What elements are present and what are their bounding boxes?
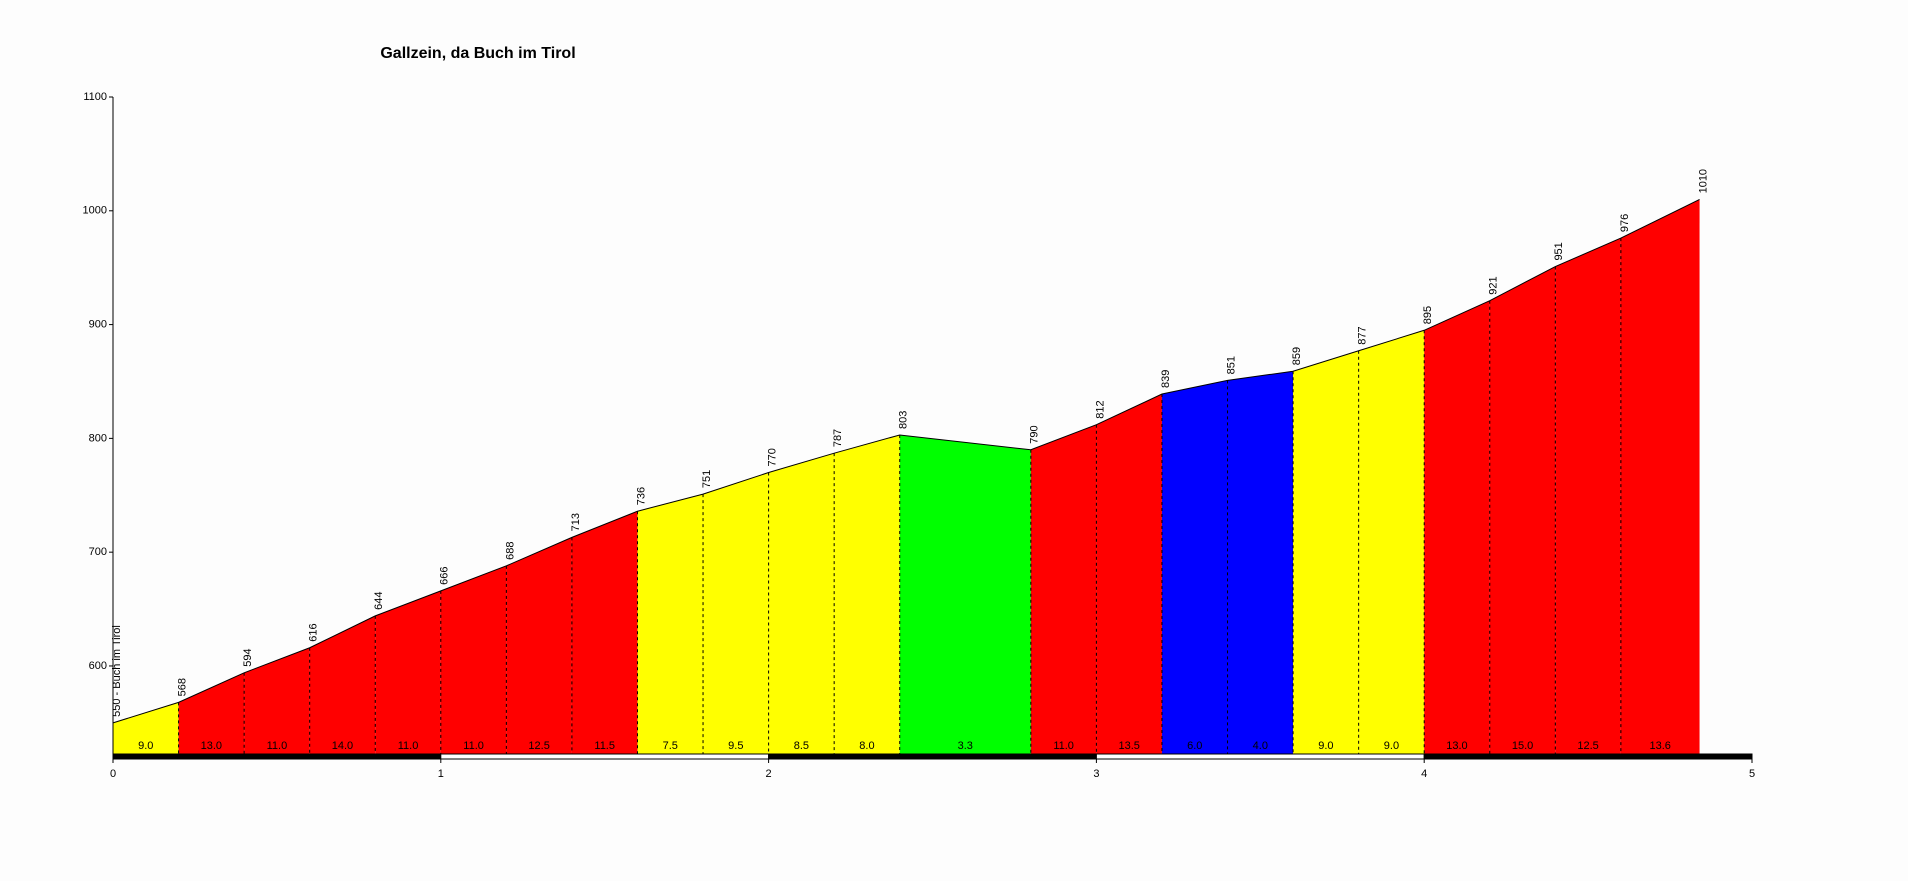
x-tick-label: 3 xyxy=(1093,768,1099,780)
y-tick-label: 900 xyxy=(89,318,107,330)
elevation-label: 736 xyxy=(635,487,647,505)
elevation-label: 666 xyxy=(439,567,451,585)
gradient-label: 9.5 xyxy=(728,740,743,752)
gradient-segment xyxy=(1555,238,1621,757)
gradient-label: 11.0 xyxy=(267,740,288,752)
gradient-label: 14.0 xyxy=(332,740,353,752)
x-tick-label: 4 xyxy=(1421,768,1427,780)
gradient-segment xyxy=(768,453,835,757)
y-tick-label: 700 xyxy=(89,546,107,558)
x-tick-label: 1 xyxy=(438,768,444,780)
gradient-label: 13.0 xyxy=(201,740,222,752)
gradient-segment xyxy=(1227,371,1294,757)
distance-bar xyxy=(768,753,1097,760)
distance-bar xyxy=(112,753,442,760)
y-tick-label: 1000 xyxy=(83,205,107,217)
gradient-segment xyxy=(440,565,507,757)
x-tick-label: 5 xyxy=(1749,768,1755,780)
gradient-segment xyxy=(703,472,769,757)
gradient-segment xyxy=(1620,199,1700,757)
gradient-label: 11.0 xyxy=(1053,740,1074,752)
distance-bar xyxy=(1423,753,1753,760)
gradient-segment xyxy=(506,537,572,757)
elevation-label: 803 xyxy=(898,411,910,429)
gradient-label: 3.3 xyxy=(958,740,973,752)
elevation-label: 644 xyxy=(373,592,385,610)
x-tick-label: 0 xyxy=(110,768,116,780)
elevation-label: 895 xyxy=(1422,306,1434,324)
gradient-segment xyxy=(309,615,376,757)
elevation-label: 790 xyxy=(1029,425,1041,443)
gradient-segment xyxy=(834,434,900,757)
gradient-segment xyxy=(1293,350,1359,757)
gradient-segment xyxy=(1030,424,1097,757)
profile-line xyxy=(112,198,1700,724)
elevation-label: 770 xyxy=(767,448,779,466)
elevation-label: 568 xyxy=(176,678,188,696)
distance-bar xyxy=(440,753,770,760)
elevation-label: 951 xyxy=(1553,242,1565,260)
gradient-label: 12.5 xyxy=(528,740,549,752)
elevation-label: 787 xyxy=(832,429,844,447)
gradient-segment xyxy=(178,672,245,757)
elevation-label: 877 xyxy=(1357,326,1369,344)
elevation-label: 1010 xyxy=(1697,169,1709,193)
gradient-label: 9.0 xyxy=(1318,740,1333,752)
gradient-label: 11.5 xyxy=(594,740,615,752)
elevation-label: 851 xyxy=(1225,356,1237,374)
gradient-segment xyxy=(571,511,638,757)
elevation-label: 751 xyxy=(701,470,713,488)
gradient-label: 7.5 xyxy=(663,740,678,752)
gradient-label: 9.0 xyxy=(1384,740,1399,752)
gradient-segment xyxy=(1424,300,1490,757)
gradient-label: 13.6 xyxy=(1650,740,1671,752)
distance-bar xyxy=(1095,753,1425,760)
gradient-segment xyxy=(899,434,1031,757)
gradient-label: 13.5 xyxy=(1118,740,1139,752)
elevation-label: 616 xyxy=(308,623,320,641)
elevation-label: 550 - Buch im Tirol xyxy=(111,625,123,717)
gradient-label: 15.0 xyxy=(1512,740,1533,752)
elevation-label: 976 xyxy=(1619,214,1631,232)
gradient-label: 11.0 xyxy=(463,740,484,752)
elevation-label: 594 xyxy=(242,648,254,666)
gradient-segment xyxy=(1096,394,1162,757)
gradient-segment xyxy=(637,494,704,757)
gradient-label: 11.0 xyxy=(398,740,419,752)
gradient-segment xyxy=(244,647,310,757)
x-tick-label: 2 xyxy=(766,768,772,780)
gradient-label: 9.0 xyxy=(138,740,153,752)
gradient-label: 8.0 xyxy=(859,740,874,752)
y-tick-label: 600 xyxy=(89,660,107,672)
elevation-label: 713 xyxy=(570,513,582,531)
y-tick-label: 1100 xyxy=(83,91,107,103)
gradient-label: 12.5 xyxy=(1577,740,1598,752)
elevation-label: 839 xyxy=(1160,370,1172,388)
gradient-segment xyxy=(113,702,179,757)
chart-title: Gallzein, da Buch im Tirol xyxy=(380,45,575,62)
gradient-segment xyxy=(1489,266,1556,757)
gradient-segment xyxy=(1161,380,1228,757)
y-tick-label: 800 xyxy=(89,432,107,444)
gradient-label: 4.0 xyxy=(1253,740,1268,752)
elevation-label: 859 xyxy=(1291,347,1303,365)
elevation-label: 921 xyxy=(1488,276,1500,294)
gradient-label: 6.0 xyxy=(1187,740,1202,752)
gradient-label: 8.5 xyxy=(794,740,809,752)
gradient-segment xyxy=(1358,330,1425,757)
elevation-label: 688 xyxy=(504,541,516,559)
gradient-label: 13.0 xyxy=(1446,740,1467,752)
gradient-segment xyxy=(375,590,441,757)
elevation-label: 812 xyxy=(1094,400,1106,418)
